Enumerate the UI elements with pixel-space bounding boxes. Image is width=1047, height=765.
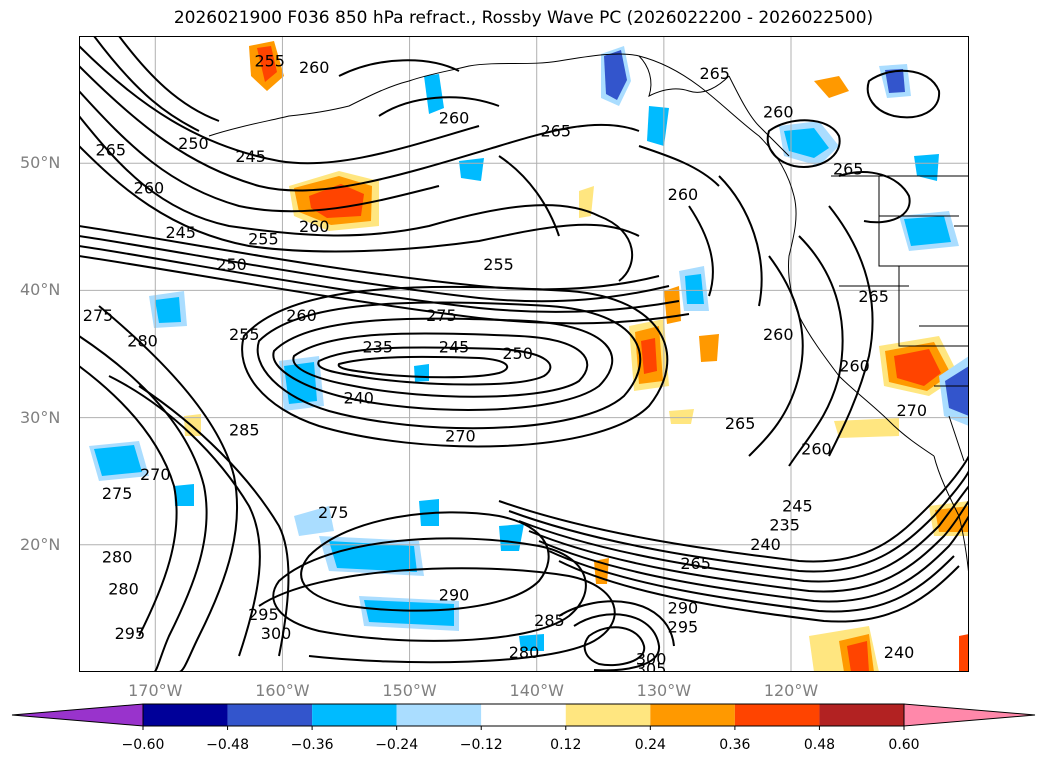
colorbar-bin [565,704,651,726]
contour-label: 295 [668,617,699,636]
contour-label: 245 [439,338,470,357]
colorbar-bin [481,704,566,726]
contour-label: 245 [235,147,266,166]
contour-label: 280 [108,579,139,598]
colorbar [11,703,1036,730]
latitude-tick-label: 30°N [20,407,61,427]
contour-label: 255 [229,325,260,344]
contour-label: 260 [134,179,165,198]
contour-label: 300 [261,624,292,643]
longitude-tick-label: 120°W [763,681,819,700]
colorbar-tick-label: 0.12 [550,737,582,753]
colorbar-tick-label: −0.48 [206,737,249,753]
graticule [79,36,969,672]
longitude-tick-label: 150°W [382,681,437,700]
contour-label: 265 [833,160,864,179]
contour-label: 260 [839,357,870,376]
contour-label: 280 [127,331,158,350]
colorbar-bin [227,704,313,726]
contour-label: 260 [763,325,794,344]
contour-label: 275 [83,306,114,325]
contour-label: 260 [801,439,832,458]
contour-label: 275 [426,306,457,325]
colorbar-tick-label: −0.60 [121,737,165,753]
contour-label: 265 [541,121,572,140]
contour-label: 255 [248,230,279,249]
colorbar-tick-label: 0.24 [634,737,666,753]
contour-label: 270 [897,401,928,420]
colorbar-tick-label: 0.60 [888,737,920,753]
longitude-tick-label: 140°W [509,681,564,700]
contour-label: 240 [750,535,781,554]
contour-label: 235 [363,338,394,357]
contour-label: 280 [509,643,540,662]
contour-label: 260 [439,109,470,128]
colorbar-tick-label: −0.12 [459,737,503,753]
longitude-tick-label: 160°W [255,681,310,700]
colorbar-tick-label: 0.36 [719,737,751,753]
colorbar-bin [312,704,397,726]
colorbar-bin [734,704,820,726]
colorbar-tick-label: 0.48 [803,737,836,753]
contour-label: 250 [216,255,247,274]
longitude-tick-label: 130°W [636,681,692,700]
contour-label: 275 [318,503,349,522]
contour-label: 290 [668,598,699,617]
contour-label: 240 [884,643,915,662]
colorbar-extend-low [11,703,144,727]
contour-label: 265 [699,64,730,83]
contour-label: 280 [102,548,133,567]
contour-label: 250 [178,134,209,153]
colorbar-bin [143,704,228,726]
contour-label: 290 [439,586,470,605]
contour-label: 260 [299,217,330,236]
latitude-tick-label: 40°N [20,280,61,300]
colorbar-tick-label: −0.24 [375,737,419,753]
colorbar-tick-label: −0.36 [290,737,334,753]
contour-label: 260 [763,102,794,121]
contour-label: 265 [858,287,889,306]
map-title: 2026021900 F036 850 hPa refract., Rossby… [173,8,874,28]
colorbar-bin [819,704,904,726]
contour-label: 295 [115,624,146,643]
coastlines [208,53,969,577]
contour-label: 260 [299,58,330,77]
contour-label: 285 [229,420,260,439]
map-panel: 255 260 260 265 265 260 265 250 245 265 260 245 255 2… [79,36,969,672]
contour-label: 270 [140,465,171,484]
contour-label: 285 [534,611,565,630]
contour-label: 260 [286,306,317,325]
contour-label: 245 [782,497,813,516]
longitude-tick-label: 170°W [128,681,183,700]
latitude-tick-label: 50°N [20,153,61,173]
contour-label: 275 [102,484,133,503]
contour-label: 265 [96,140,127,159]
colorbar-bin [396,704,482,726]
contour-label: 295 [248,605,279,624]
contour-label: 255 [254,51,285,70]
contour-label: 260 [668,185,699,204]
contour-label: 265 [725,414,756,433]
contour-label: 305 [636,659,667,672]
political-borders [831,175,969,387]
contour-label: 300 [636,649,667,668]
latitude-tick-label: 20°N [20,534,61,554]
colorbar-bin [650,704,735,726]
contour-label: 240 [343,389,374,408]
contour-label: 235 [769,516,800,535]
contour-label: 245 [165,223,196,242]
contour-label: 255 [483,255,514,274]
contour-label: 265 [680,554,711,573]
rossby-wave-pc-shading [89,41,969,672]
colorbar-extend-high [903,703,1036,727]
contour-label: 270 [445,427,476,446]
contour-label: 250 [502,344,533,363]
colorbar-outline [142,703,905,727]
